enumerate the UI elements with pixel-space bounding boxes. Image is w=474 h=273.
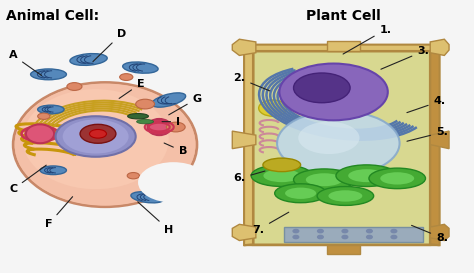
Text: B: B [164, 143, 187, 156]
Ellipse shape [293, 169, 355, 191]
Polygon shape [430, 131, 449, 149]
Polygon shape [327, 41, 359, 51]
Ellipse shape [127, 173, 139, 179]
Ellipse shape [55, 116, 136, 157]
Circle shape [366, 235, 372, 239]
Ellipse shape [137, 120, 154, 124]
Ellipse shape [264, 169, 300, 182]
Ellipse shape [128, 114, 148, 119]
Ellipse shape [259, 100, 287, 116]
Text: 8.: 8. [411, 225, 448, 243]
Polygon shape [327, 245, 359, 254]
Text: I: I [162, 117, 180, 127]
Ellipse shape [263, 158, 301, 172]
Ellipse shape [369, 168, 426, 189]
Text: 6.: 6. [233, 171, 265, 183]
Ellipse shape [336, 165, 397, 186]
Ellipse shape [67, 83, 82, 90]
Ellipse shape [31, 69, 66, 80]
Text: G: G [169, 94, 201, 115]
Text: H: H [138, 202, 173, 235]
Bar [254, 51, 430, 245]
Ellipse shape [306, 173, 343, 186]
Ellipse shape [136, 99, 155, 109]
Ellipse shape [40, 166, 66, 175]
Ellipse shape [328, 190, 362, 202]
Ellipse shape [123, 62, 158, 73]
Polygon shape [232, 224, 256, 241]
Circle shape [391, 229, 397, 233]
Ellipse shape [279, 64, 388, 120]
Polygon shape [232, 39, 256, 55]
Ellipse shape [147, 119, 171, 135]
Ellipse shape [298, 122, 359, 154]
Text: 2.: 2. [233, 73, 270, 91]
Text: 3.: 3. [381, 46, 429, 69]
Polygon shape [430, 224, 449, 241]
Ellipse shape [348, 169, 385, 182]
Text: E: E [119, 79, 144, 99]
Text: D: D [93, 29, 126, 62]
Ellipse shape [80, 124, 116, 143]
Ellipse shape [251, 165, 312, 186]
Circle shape [366, 229, 372, 233]
Circle shape [342, 229, 348, 233]
Ellipse shape [37, 105, 64, 114]
Polygon shape [430, 39, 449, 55]
Circle shape [342, 235, 348, 239]
Ellipse shape [119, 74, 133, 81]
Text: 7.: 7. [252, 212, 289, 235]
Ellipse shape [293, 73, 350, 103]
Ellipse shape [70, 54, 107, 65]
Ellipse shape [15, 84, 196, 206]
Ellipse shape [23, 89, 169, 189]
Ellipse shape [26, 124, 54, 143]
Text: Animal Cell:: Animal Cell: [6, 10, 99, 23]
Text: F: F [45, 197, 73, 229]
Polygon shape [430, 44, 439, 245]
Polygon shape [244, 44, 439, 51]
Ellipse shape [152, 93, 186, 107]
Ellipse shape [277, 111, 400, 176]
Polygon shape [244, 44, 254, 245]
Ellipse shape [317, 186, 374, 205]
Text: Plant Cell: Plant Cell [306, 10, 381, 23]
Circle shape [293, 235, 299, 239]
Circle shape [293, 229, 299, 233]
Ellipse shape [90, 129, 107, 138]
Ellipse shape [380, 172, 414, 185]
Bar [254, 51, 430, 245]
Ellipse shape [63, 120, 128, 153]
Ellipse shape [37, 113, 50, 119]
Ellipse shape [275, 184, 327, 203]
Text: C: C [9, 165, 46, 194]
Text: 5.: 5. [407, 127, 448, 141]
Text: 1.: 1. [343, 25, 392, 54]
Text: A: A [9, 51, 42, 75]
Ellipse shape [166, 122, 185, 132]
Ellipse shape [131, 192, 164, 203]
Circle shape [318, 229, 323, 233]
Ellipse shape [138, 162, 209, 203]
Ellipse shape [285, 188, 316, 199]
Bar [284, 227, 423, 242]
Text: 4.: 4. [407, 96, 446, 113]
Ellipse shape [13, 82, 197, 207]
Circle shape [318, 235, 323, 239]
Circle shape [391, 235, 397, 239]
Polygon shape [232, 131, 256, 149]
